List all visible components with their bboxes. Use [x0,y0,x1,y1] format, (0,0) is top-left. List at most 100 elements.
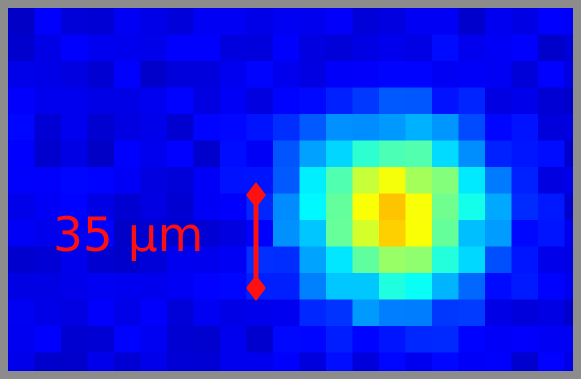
pixel [406,353,433,372]
pixel [379,247,406,274]
pixel [326,35,353,62]
pixel [459,35,486,62]
pixel [114,167,141,194]
pixel [61,61,88,88]
pixel [88,273,115,300]
pixel [273,167,300,194]
pixel [512,61,539,88]
pixel [353,247,380,274]
pixel [432,353,459,372]
pixel [485,114,512,141]
pixel [247,220,274,247]
pixel [353,35,380,62]
pixel [88,8,115,35]
pixel [114,326,141,353]
pixel [432,114,459,141]
pixel [379,61,406,88]
pixel [538,8,565,35]
pixel [406,114,433,141]
pixel [141,61,168,88]
pixel [8,61,35,88]
pixel [8,8,35,35]
pixel [353,167,380,194]
pixel [141,8,168,35]
pixel [194,353,221,372]
pixel [167,8,194,35]
scale-bar-label: 35 µm [53,208,203,263]
pixel [273,300,300,327]
pixel [220,273,247,300]
pixel [379,220,406,247]
pixel [485,88,512,115]
pixel [167,88,194,115]
pixel [141,353,168,372]
pixel [538,114,565,141]
pixel [35,141,62,168]
pixel [194,114,221,141]
pixel [194,61,221,88]
pixel [485,273,512,300]
pixel [538,35,565,62]
pixel [379,8,406,35]
pixel [326,61,353,88]
pixel-grid [8,8,573,371]
pixel [326,88,353,115]
pixel [512,220,539,247]
pixel [167,326,194,353]
pixel [35,114,62,141]
pixel [35,8,62,35]
pixel [406,61,433,88]
pixel [353,194,380,221]
pixel [220,167,247,194]
pixel [379,194,406,221]
pixel [88,61,115,88]
pixel [300,220,327,247]
pixel [565,88,574,115]
pixel [300,114,327,141]
pixel [273,326,300,353]
pixel [61,300,88,327]
pixel [35,273,62,300]
pixel [8,167,35,194]
pixel [565,35,574,62]
pixel [247,61,274,88]
pixel [220,141,247,168]
pixel [538,61,565,88]
pixel [538,300,565,327]
pixel [512,8,539,35]
pixel [300,167,327,194]
pixel [459,194,486,221]
pixel [194,326,221,353]
pixel [512,300,539,327]
pixel [512,326,539,353]
pixel [353,326,380,353]
pixel [485,194,512,221]
pixel [379,114,406,141]
pixel [273,273,300,300]
pixel [141,88,168,115]
pixel [459,141,486,168]
pixel [538,88,565,115]
pixel [247,8,274,35]
pixel [300,61,327,88]
pixel [459,326,486,353]
pixel [326,8,353,35]
pixel [220,61,247,88]
pixel [353,8,380,35]
pixel [8,247,35,274]
pixel [8,194,35,221]
pixel [565,273,574,300]
pixel [114,88,141,115]
pixel [406,167,433,194]
pixel [273,114,300,141]
pixel [512,167,539,194]
pixel [35,353,62,372]
pixel [194,88,221,115]
pixel [300,88,327,115]
pixel [459,273,486,300]
pixel [8,88,35,115]
pixel [565,194,574,221]
pixel [432,167,459,194]
pixel [379,273,406,300]
pixel [406,35,433,62]
